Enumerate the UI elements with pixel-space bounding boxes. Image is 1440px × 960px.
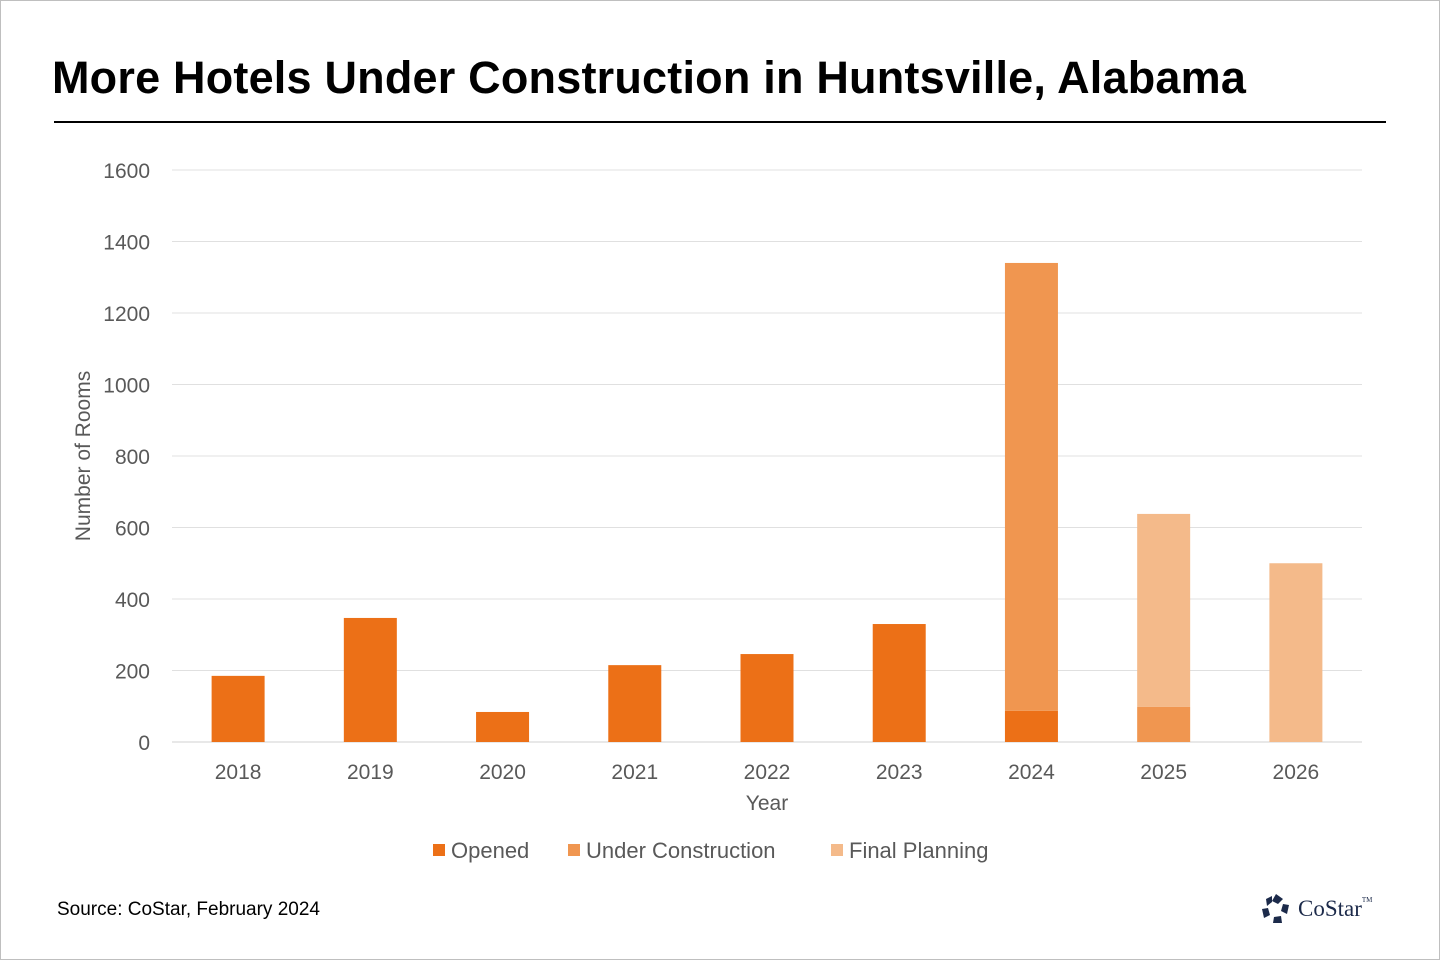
legend-swatch-final-planning [831, 844, 843, 856]
x-tick-label: 2023 [876, 761, 923, 784]
costar-logo: CoStarTM [1260, 893, 1372, 925]
legend-swatch-opened [433, 844, 445, 856]
chart-title: More Hotels Under Construction in Huntsv… [52, 52, 1247, 103]
bar-opened-2024 [1004, 710, 1058, 742]
x-tick-label: 2026 [1273, 761, 1320, 784]
x-tick-label: 2021 [611, 761, 658, 784]
bar-under-construction-2024 [1004, 262, 1058, 711]
bar-opened-2023 [872, 624, 926, 742]
bar-opened-2018 [211, 675, 265, 742]
bar-final-planning-2025 [1137, 513, 1191, 707]
bar-opened-2020 [476, 711, 530, 742]
logo-tm: TM [1361, 896, 1373, 904]
y-tick-label: 0 [138, 732, 150, 755]
y-axis-label: Number of Rooms [72, 371, 95, 541]
logo-text: CoStarTM [1298, 896, 1372, 922]
y-tick-label: 800 [115, 446, 150, 469]
bar-opened-2019 [343, 617, 397, 742]
legend-swatch-under-construction [568, 844, 580, 856]
source-note: Source: CoStar, February 2024 [57, 899, 320, 920]
y-tick-label: 1600 [103, 160, 150, 183]
y-tick-label: 1400 [103, 232, 150, 255]
legend-label: Final Planning [849, 838, 988, 863]
y-tick-label: 1000 [103, 375, 150, 398]
costar-star-icon [1262, 894, 1289, 923]
x-tick-label: 2020 [479, 761, 526, 784]
bar-opened-2022 [740, 654, 794, 742]
x-tick-label: 2024 [1008, 761, 1055, 784]
title-rule [54, 121, 1386, 123]
x-tick-label: 2019 [347, 761, 394, 784]
legend-label: Under Construction [586, 838, 776, 863]
bar-final-planning-2026 [1269, 563, 1323, 742]
bar-opened-2021 [608, 665, 662, 742]
x-tick-label: 2018 [215, 761, 262, 784]
bar-under-construction-2025 [1137, 706, 1191, 742]
y-tick-label: 600 [115, 518, 150, 541]
x-tick-label: 2022 [744, 761, 791, 784]
x-axis-label: Year [746, 792, 788, 815]
legend-label: Opened [451, 838, 529, 863]
y-tick-label: 1200 [103, 303, 150, 326]
x-tick-label: 2025 [1140, 761, 1187, 784]
y-tick-label: 400 [115, 589, 150, 612]
logo-wordmark: CoStar [1298, 896, 1362, 921]
y-tick-label: 200 [115, 661, 150, 684]
